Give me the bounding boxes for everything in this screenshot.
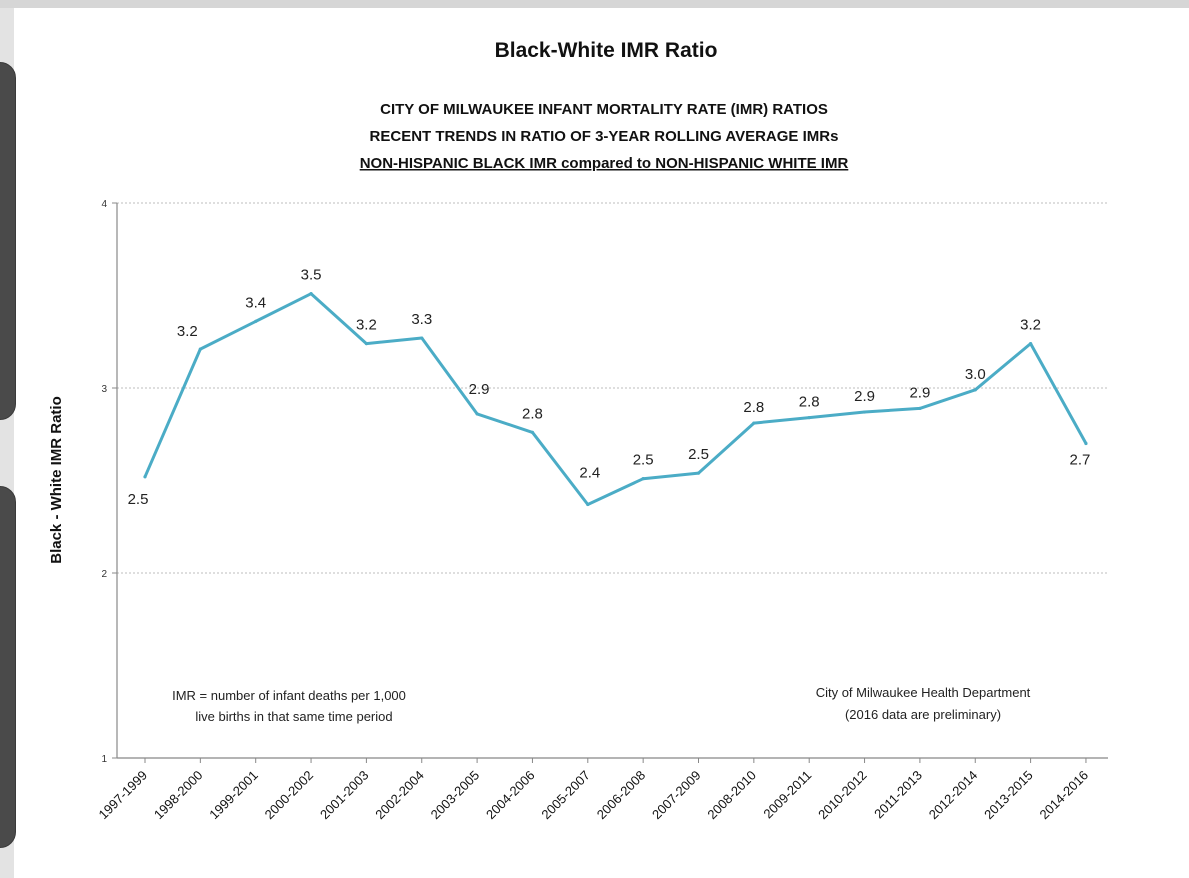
axis-layer: 1 2 3 4 1997-1999 1998-2000 1999-2001 2000-2002… [96, 199, 1108, 822]
x-tick-label: 1997-1999 [96, 768, 151, 823]
window-top-strip [0, 0, 1189, 8]
x-tick-label: 2004-2006 [483, 768, 538, 823]
data-label: 2.9 [469, 381, 490, 398]
series-layer [143, 292, 1088, 507]
data-point [862, 410, 867, 414]
data-point [918, 406, 922, 410]
x-tick-label: 1998-2000 [151, 768, 206, 823]
data-label: 3.2 [177, 323, 198, 340]
data-point [143, 475, 147, 479]
x-tick-label: 2013-2015 [981, 768, 1036, 823]
data-label: 2.5 [128, 491, 149, 508]
data-label: 2.7 [1070, 452, 1091, 469]
data-point [973, 388, 977, 392]
data-label: 2.5 [633, 452, 654, 469]
chart-panel [14, 8, 1189, 878]
x-tick-label: 2008-2010 [704, 768, 759, 823]
x-tick-label: 2006-2008 [594, 768, 649, 823]
data-point [364, 342, 368, 346]
data-point [530, 430, 535, 434]
x-tick-label: 2011-2013 [871, 768, 925, 822]
annotation-right-line-1: City of Milwaukee Health Department [816, 685, 1031, 700]
data-point [807, 416, 811, 420]
x-tick-label: 2009-2011 [760, 768, 814, 822]
y-tick-label: 4 [101, 199, 107, 210]
data-label: 3.5 [301, 267, 322, 284]
data-label: 2.4 [579, 465, 600, 482]
grid-layer [117, 202, 1108, 574]
series-line [143, 292, 1088, 506]
y-axis-label: Black - White IMR Ratio [48, 396, 65, 564]
x-tick-label: 2000-2002 [262, 768, 317, 823]
x-tick-label: 2012-2014 [926, 768, 981, 823]
chart-subtitle-line-3: NON-HISPANIC BLACK IMR compared to NON-H… [360, 155, 849, 172]
data-label: 2.5 [688, 446, 709, 463]
x-tick-label: 2003-2005 [428, 768, 483, 823]
annotation-left-line-1: IMR = number of infant deaths per 1,000 [172, 688, 406, 703]
data-point [198, 347, 202, 351]
x-tick-label: 2005-2007 [538, 768, 593, 823]
data-label: 3.2 [1020, 317, 1041, 334]
x-tick-label: 2001-2003 [317, 768, 372, 823]
x-tick-label: 2007-2009 [649, 768, 704, 823]
x-tick-label: 2002-2004 [372, 768, 427, 823]
x-tick-label: 1999-2001 [206, 768, 261, 823]
data-label: 2.8 [743, 399, 764, 416]
data-point [752, 421, 756, 425]
chart-subtitle-line-2: RECENT TRENDS IN RATIO OF 3-YEAR ROLLING… [370, 128, 839, 145]
y-tick-label: 1 [101, 754, 107, 765]
data-label: 3.3 [411, 311, 432, 328]
data-point [420, 336, 424, 340]
data-point [475, 412, 479, 416]
data-label: 2.9 [854, 388, 875, 405]
data-point [641, 477, 645, 481]
annotation-right-line-2: (2016 data are preliminary) [845, 707, 1001, 722]
y-tick-label: 3 [101, 384, 107, 395]
data-point [1029, 342, 1033, 346]
x-tick-label: 2010-2012 [815, 768, 870, 823]
chart-subtitle-line-1: CITY OF MILWAUKEE INFANT MORTALITY RATE … [380, 101, 828, 118]
data-point [586, 502, 590, 507]
data-label: 2.8 [522, 405, 543, 422]
data-point [309, 292, 313, 296]
x-tick-label: 2014-2016 [1037, 768, 1092, 823]
chart-title: Black-White IMR Ratio [495, 39, 718, 62]
data-point [254, 319, 258, 323]
annotation-left-line-2: live births in that same time period [195, 709, 392, 724]
label-layer: 2.5 3.2 3.4 3.5 3.2 3.3 2.9 2.8 2.4 2.5 2.5 2.8 2.8 2… [128, 267, 1091, 508]
data-point [696, 471, 701, 475]
data-label: 2.8 [799, 394, 820, 411]
y-tick-label: 2 [101, 569, 107, 580]
data-point [1084, 441, 1088, 446]
data-label: 3.0 [965, 366, 986, 383]
data-label: 3.4 [245, 294, 266, 311]
data-label: 2.9 [909, 384, 930, 401]
data-label: 3.2 [356, 317, 377, 334]
